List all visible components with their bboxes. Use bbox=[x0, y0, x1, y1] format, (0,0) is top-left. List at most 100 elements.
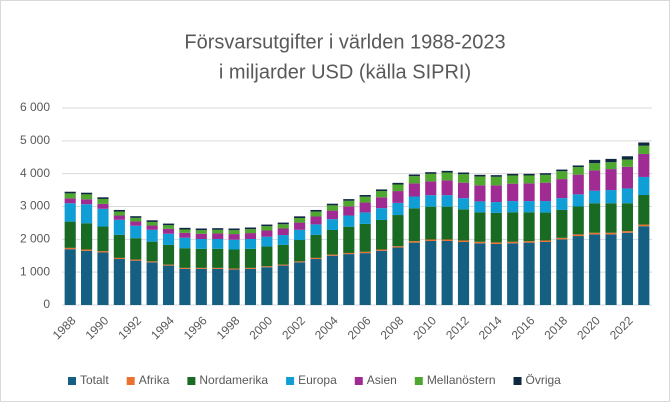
bar-segment bbox=[408, 196, 420, 209]
bar-segment bbox=[228, 228, 240, 231]
legend-label: Nordamerika bbox=[199, 373, 268, 387]
bar-segment bbox=[376, 189, 388, 192]
bar-segment bbox=[490, 243, 502, 305]
legend-label: Mellanöstern bbox=[427, 373, 496, 387]
bar-segment bbox=[572, 167, 584, 175]
bar-segment bbox=[359, 212, 371, 224]
bar-segment bbox=[359, 223, 371, 252]
bar-segment bbox=[326, 229, 338, 255]
bar-segment bbox=[638, 195, 650, 225]
bar-segment bbox=[261, 266, 273, 268]
bar-segment bbox=[392, 246, 404, 248]
bar-segment bbox=[343, 206, 355, 216]
bar-segment bbox=[605, 232, 617, 235]
bar-segment bbox=[97, 226, 109, 252]
chart-subtitle: i miljarder USD (källa SIPRI) bbox=[219, 61, 471, 83]
bar-segment bbox=[195, 268, 207, 305]
bar-segment bbox=[64, 247, 76, 250]
bar-segment bbox=[97, 208, 109, 227]
bar-segment bbox=[294, 239, 306, 262]
bar-segment bbox=[130, 260, 142, 305]
bar-segment bbox=[195, 233, 207, 240]
bar-segment bbox=[539, 173, 552, 175]
bar-segment bbox=[621, 232, 633, 305]
bar-segment bbox=[441, 180, 453, 196]
bar-segment bbox=[294, 216, 306, 218]
bar-segment bbox=[244, 229, 257, 234]
legend-swatch bbox=[187, 377, 196, 385]
bar-segment bbox=[162, 264, 175, 266]
bar-segment bbox=[195, 248, 207, 268]
bar-segment bbox=[408, 183, 420, 197]
bar-segment bbox=[441, 206, 453, 240]
legend-label: Totalt bbox=[80, 373, 109, 387]
bar-segment bbox=[146, 261, 158, 263]
bar-segment bbox=[343, 200, 355, 207]
bar-segment bbox=[376, 208, 388, 220]
bar-segment bbox=[228, 268, 240, 270]
bar-segment bbox=[507, 183, 519, 202]
y-tick-label: 4 000 bbox=[20, 166, 50, 180]
bar-segment bbox=[425, 240, 437, 305]
bar-segment bbox=[490, 176, 502, 186]
bar-segment bbox=[556, 169, 568, 172]
bar-segment bbox=[162, 265, 175, 305]
bar-segment bbox=[130, 225, 142, 239]
bar-segment bbox=[589, 159, 601, 164]
bar-segment bbox=[441, 240, 453, 305]
bar-segment bbox=[589, 190, 601, 204]
bar-segment bbox=[392, 202, 404, 216]
bar-segment bbox=[638, 224, 650, 227]
legend-label: Asien bbox=[367, 373, 397, 387]
bar-segment bbox=[457, 174, 470, 183]
bar-segment bbox=[523, 201, 535, 213]
bar-segment bbox=[621, 231, 633, 233]
bar-segment bbox=[441, 239, 453, 241]
bar-segment bbox=[539, 241, 552, 305]
bar-segment bbox=[556, 198, 568, 210]
bar-segment bbox=[343, 254, 355, 305]
bar-segment bbox=[294, 222, 306, 230]
bar-segment bbox=[605, 203, 617, 233]
y-tick-label: 6 000 bbox=[20, 100, 50, 114]
bar-segment bbox=[146, 225, 158, 230]
bar-segment bbox=[179, 237, 191, 249]
bar-segment bbox=[490, 242, 502, 244]
bar-segment bbox=[146, 221, 158, 226]
bar-segment bbox=[326, 219, 338, 230]
bar-segment bbox=[64, 193, 76, 199]
bar-segment bbox=[376, 219, 388, 250]
bar-segment bbox=[539, 201, 552, 213]
bar-segment bbox=[130, 221, 142, 226]
bar-segment bbox=[277, 244, 289, 265]
bar-segment bbox=[244, 267, 257, 269]
bar-segment bbox=[212, 267, 224, 269]
bar-segment bbox=[638, 226, 650, 305]
bar-segment bbox=[113, 211, 125, 216]
bar-segment bbox=[376, 250, 388, 305]
bar-segment bbox=[97, 251, 109, 253]
bar-segment bbox=[621, 159, 633, 167]
bar-segment bbox=[474, 201, 486, 213]
bar-segment bbox=[490, 202, 502, 213]
bar-segment bbox=[310, 216, 322, 225]
bar-segment bbox=[294, 262, 306, 305]
bar-segment bbox=[556, 239, 568, 305]
bar-segment bbox=[359, 196, 371, 203]
bar-segment bbox=[212, 229, 224, 234]
bar-segment bbox=[359, 251, 371, 254]
bar-segment bbox=[212, 233, 224, 240]
bar-segment bbox=[212, 228, 224, 230]
chart-title: Försvarsutgifter i världen 1988-2023 bbox=[184, 31, 505, 53]
bar-segment bbox=[572, 236, 584, 305]
bar-segment bbox=[572, 165, 584, 168]
bar-segment bbox=[244, 227, 257, 230]
bar-segment bbox=[146, 220, 158, 222]
bar-segment bbox=[113, 215, 125, 220]
bar-segment bbox=[310, 259, 322, 305]
bar-segment bbox=[523, 212, 535, 242]
bar-segment bbox=[261, 246, 273, 267]
bar-segment bbox=[81, 250, 93, 305]
bar-segment bbox=[64, 221, 76, 248]
